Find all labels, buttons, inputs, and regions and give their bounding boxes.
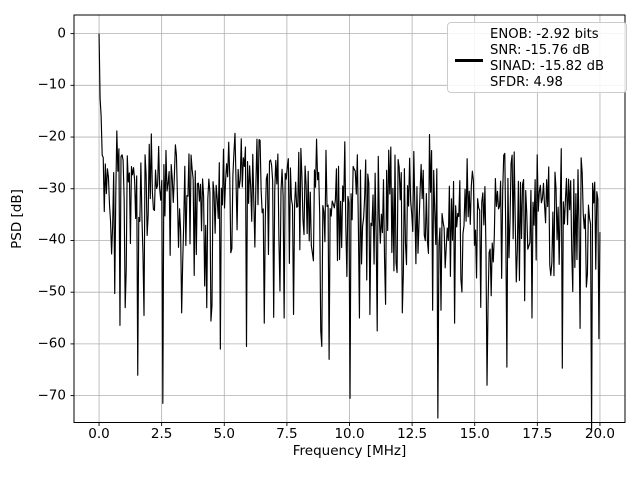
legend: ENOB: -2.92 bits SNR: -15.76 dB SINAD: -… [447, 22, 627, 93]
x-tick-label: 20.0 [584, 426, 615, 442]
y-tick-label: −60 [37, 335, 67, 352]
y-tick-label: −50 [37, 283, 67, 300]
legend-sinad-value: SINAD: -15.82 dB [490, 59, 605, 75]
y-tick-label: −40 [37, 231, 67, 248]
x-tick-label: 17.5 [522, 426, 553, 442]
y-axis-label: PSD [dB] [9, 189, 25, 249]
legend-line-sample [455, 59, 483, 62]
y-tick-label: −30 [37, 180, 67, 196]
y-tick-label: −20 [37, 128, 67, 145]
x-tick-label: 2.5 [150, 426, 173, 442]
legend-sfdr-value: SFDR: 4.98 [490, 75, 563, 91]
x-tick-label: 7.5 [276, 426, 298, 442]
y-tick-label: 0 [57, 24, 66, 41]
x-tick-label: 5.0 [213, 426, 236, 442]
y-tick-label: −10 [37, 76, 67, 93]
x-tick-label: 10.0 [334, 426, 365, 442]
x-tick-label: 12.5 [397, 426, 428, 442]
legend-snr-value: SNR: -15.76 dB [490, 42, 590, 58]
y-tick-label: −70 [37, 386, 67, 403]
legend-enob-value: ENOB: -2.92 bits [490, 26, 599, 42]
x-tick-label: 0.0 [88, 426, 110, 442]
x-tick-label: 15.0 [459, 426, 490, 442]
x-axis-label: Frequency [MHz] [292, 443, 407, 459]
